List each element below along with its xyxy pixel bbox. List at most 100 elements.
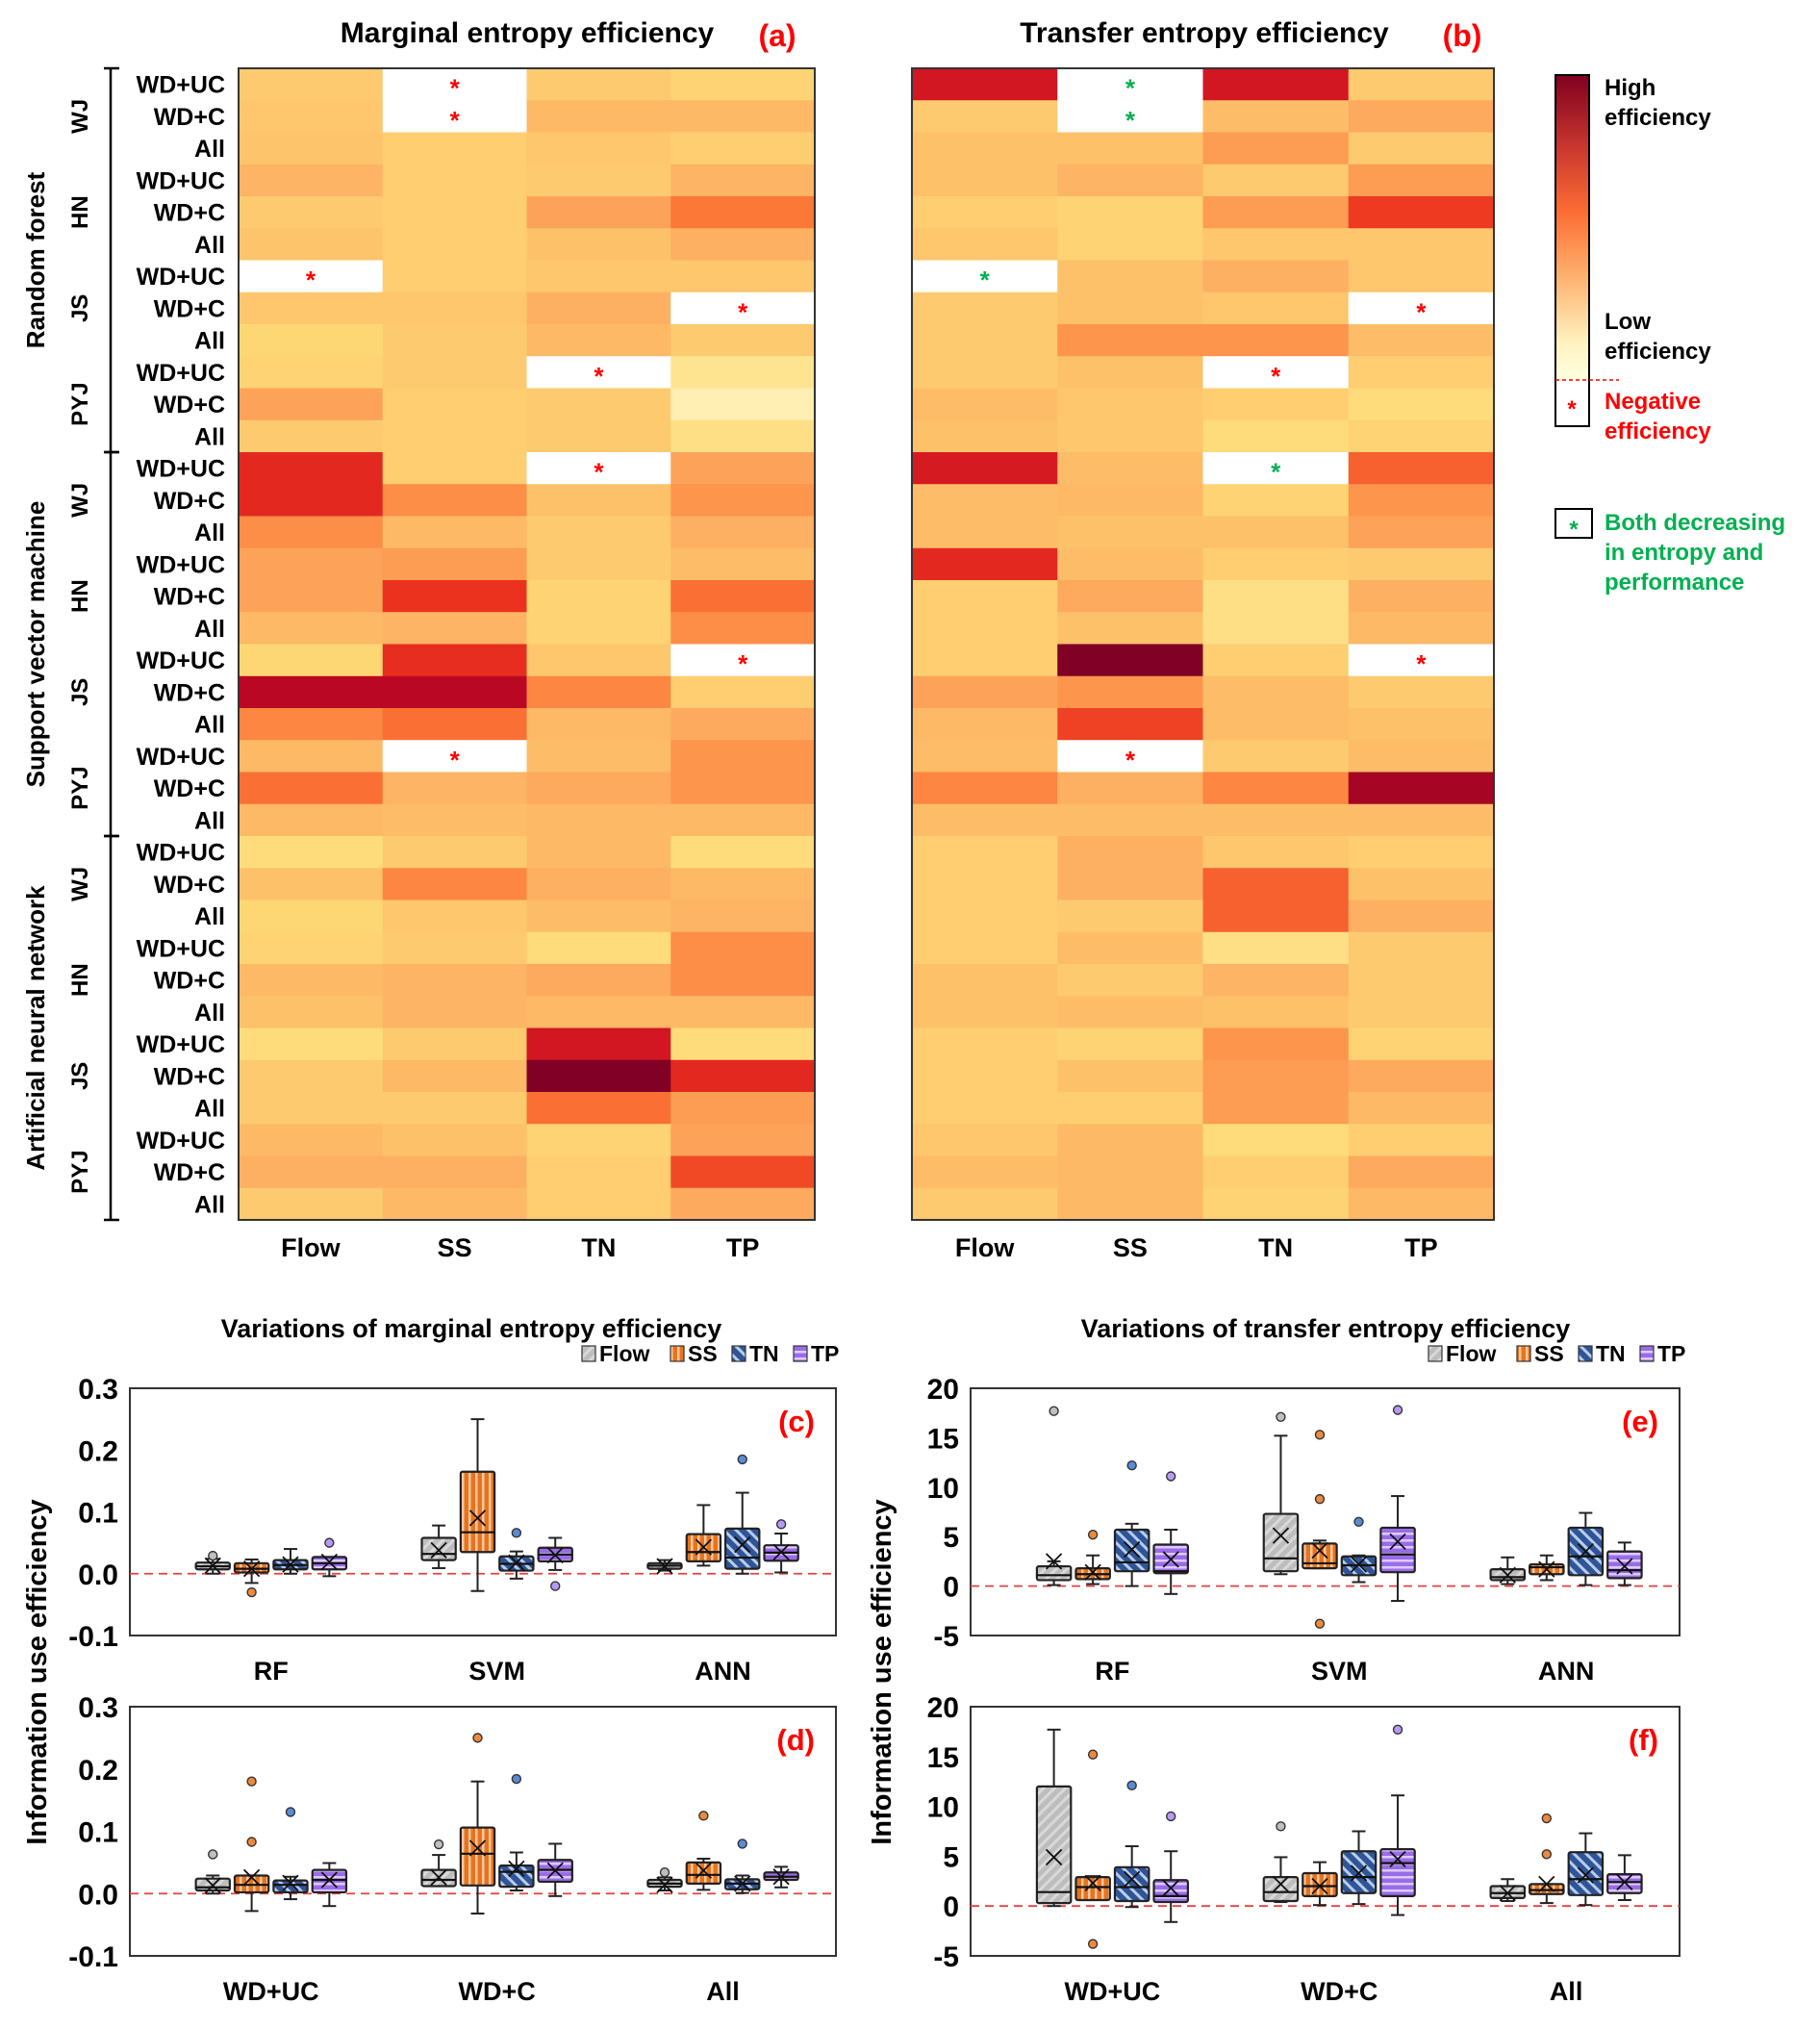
- y-tick-label: 15: [927, 1742, 959, 1774]
- heatmap-cell: [1057, 964, 1203, 997]
- model-label: Artificial neural network: [21, 885, 50, 1171]
- heatmap-cell: [1348, 868, 1495, 900]
- heatmap-cell: [912, 388, 1058, 421]
- outlier-point: [1314, 1430, 1326, 1440]
- heatmap-row-label: WD+UC: [137, 456, 225, 483]
- heatmap-row-label: WD+UC: [137, 744, 225, 771]
- colorbar-gradient: [1555, 75, 1589, 380]
- site-label: WJ: [67, 867, 93, 901]
- heatmap-cell: [912, 740, 1058, 773]
- both-decreasing-marker: *: [980, 266, 991, 294]
- heatmap-cell: [912, 196, 1058, 229]
- legend-both-decreasing-asterisk: *: [1569, 517, 1579, 543]
- heatmap-cell: [1057, 612, 1203, 645]
- heatmap-cell: [1202, 1059, 1350, 1093]
- outlier-point: [737, 1454, 747, 1465]
- box: [1035, 1785, 1073, 1905]
- legend-tp-swatch: [1639, 1345, 1655, 1362]
- heatmap-cell: [670, 931, 816, 965]
- heatmap-row-label: All: [194, 903, 225, 930]
- heatmap-cell: [526, 1059, 671, 1093]
- heatmap-cell: [1348, 1124, 1495, 1156]
- heatmap-cell: [526, 1124, 671, 1156]
- panel-label: (d): [776, 1723, 815, 1757]
- colorbar-negative-asterisk: *: [1567, 396, 1577, 422]
- colorbar-negative-label: Negative: [1605, 389, 1701, 415]
- heatmap-cell: [912, 836, 1058, 869]
- heatmap-cell: [1202, 388, 1350, 421]
- heatmap-cell: [1202, 644, 1350, 677]
- heatmap-cell: [670, 1124, 816, 1156]
- legend-tp-label: TP: [811, 1341, 839, 1366]
- heatmap-cell: [382, 484, 527, 517]
- heatmap-cell: [382, 675, 527, 709]
- heatmap-cell: [1202, 1155, 1350, 1189]
- y-tick-label: 0.2: [78, 1435, 118, 1467]
- heatmap-cell: [526, 100, 671, 133]
- heatmap-cell: [526, 675, 671, 709]
- heatmap-cell: [1202, 419, 1350, 453]
- heatmap-cell: [1348, 516, 1495, 549]
- heatmap-cell: [1057, 580, 1203, 613]
- heatmap-cell: [526, 547, 671, 581]
- negative-efficiency-marker: *: [1125, 746, 1136, 774]
- legend-flow-swatch: [1428, 1345, 1443, 1362]
- outlier-point: [737, 1839, 747, 1849]
- heatmap-cell: [239, 900, 384, 933]
- boxplot-d: 0.3 0.2 0.1 0.0 -0.1 (d) WD+UC WD+C All: [68, 1692, 837, 2006]
- heatmap-row-label: WD+C: [154, 392, 225, 418]
- heatmap-cell: [1348, 324, 1495, 357]
- heatmap-cell: [1202, 580, 1350, 613]
- outlier-point: [1353, 1516, 1364, 1527]
- mean-marker: [1616, 1558, 1633, 1575]
- heatmap-cell: [1057, 931, 1203, 965]
- heatmap-cell: [239, 1059, 384, 1093]
- heatmap-cell: [382, 708, 527, 741]
- mean-marker: [1616, 1873, 1633, 1890]
- heatmap-cell: [382, 1092, 527, 1125]
- heatmap-cell: [670, 1155, 816, 1189]
- heatmap-cell: [670, 1027, 816, 1061]
- heatmap-cell: [1057, 452, 1203, 485]
- heatmap-cell: [1202, 228, 1350, 261]
- heatmap-column-label: SS: [438, 1233, 472, 1262]
- outlier-point: [1087, 1939, 1099, 1949]
- legend-both-decreasing-box: [1555, 508, 1593, 539]
- heatmap-cell: [670, 260, 816, 293]
- heatmap-cell: [1348, 803, 1495, 837]
- heatmap-row-label: WD+C: [154, 1159, 225, 1186]
- heatmap-row-label: WD+UC: [137, 551, 225, 578]
- heatmap-cell: [1057, 292, 1203, 325]
- heatmap-cell: [1348, 580, 1495, 613]
- heatmap-cell: [670, 324, 816, 357]
- heatmap-column-label: TP: [726, 1233, 760, 1262]
- heatmap-cell: [912, 868, 1058, 900]
- heatmap-cell: [1202, 1124, 1350, 1156]
- heatmap-cell: [912, 356, 1058, 389]
- heatmap-cell: [670, 644, 816, 677]
- heatmap-cell: [239, 68, 384, 101]
- heatmap-cell: [912, 900, 1058, 933]
- y-tick-label: 0.1: [78, 1817, 118, 1849]
- heatmap-cell: [1348, 708, 1495, 741]
- heatmap-row-label: WD+C: [154, 104, 225, 131]
- heatmap-cell: [526, 388, 671, 421]
- heatmap-cell: [1202, 547, 1350, 581]
- site-label: WJ: [67, 483, 93, 518]
- heatmap-cell: [670, 1187, 816, 1221]
- outlier-point: [1166, 1471, 1176, 1482]
- negative-efficiency-marker: *: [450, 746, 461, 774]
- heatmap-cell: [526, 868, 671, 900]
- heatmap-cell: [526, 803, 671, 837]
- box: [724, 1527, 761, 1570]
- heatmap-cell: [670, 292, 816, 325]
- heatmap-cell: [670, 612, 816, 645]
- heatmap-cell: [526, 996, 671, 1028]
- heatmap-cell: [239, 996, 384, 1028]
- y-tick-label: 10: [927, 1792, 959, 1824]
- heatmap-cell: [1348, 356, 1495, 389]
- heatmap-cell: [239, 260, 384, 293]
- mean-marker: [1389, 1850, 1406, 1868]
- y-tick-label: 15: [927, 1423, 959, 1455]
- heatmap-cell: [239, 1124, 384, 1156]
